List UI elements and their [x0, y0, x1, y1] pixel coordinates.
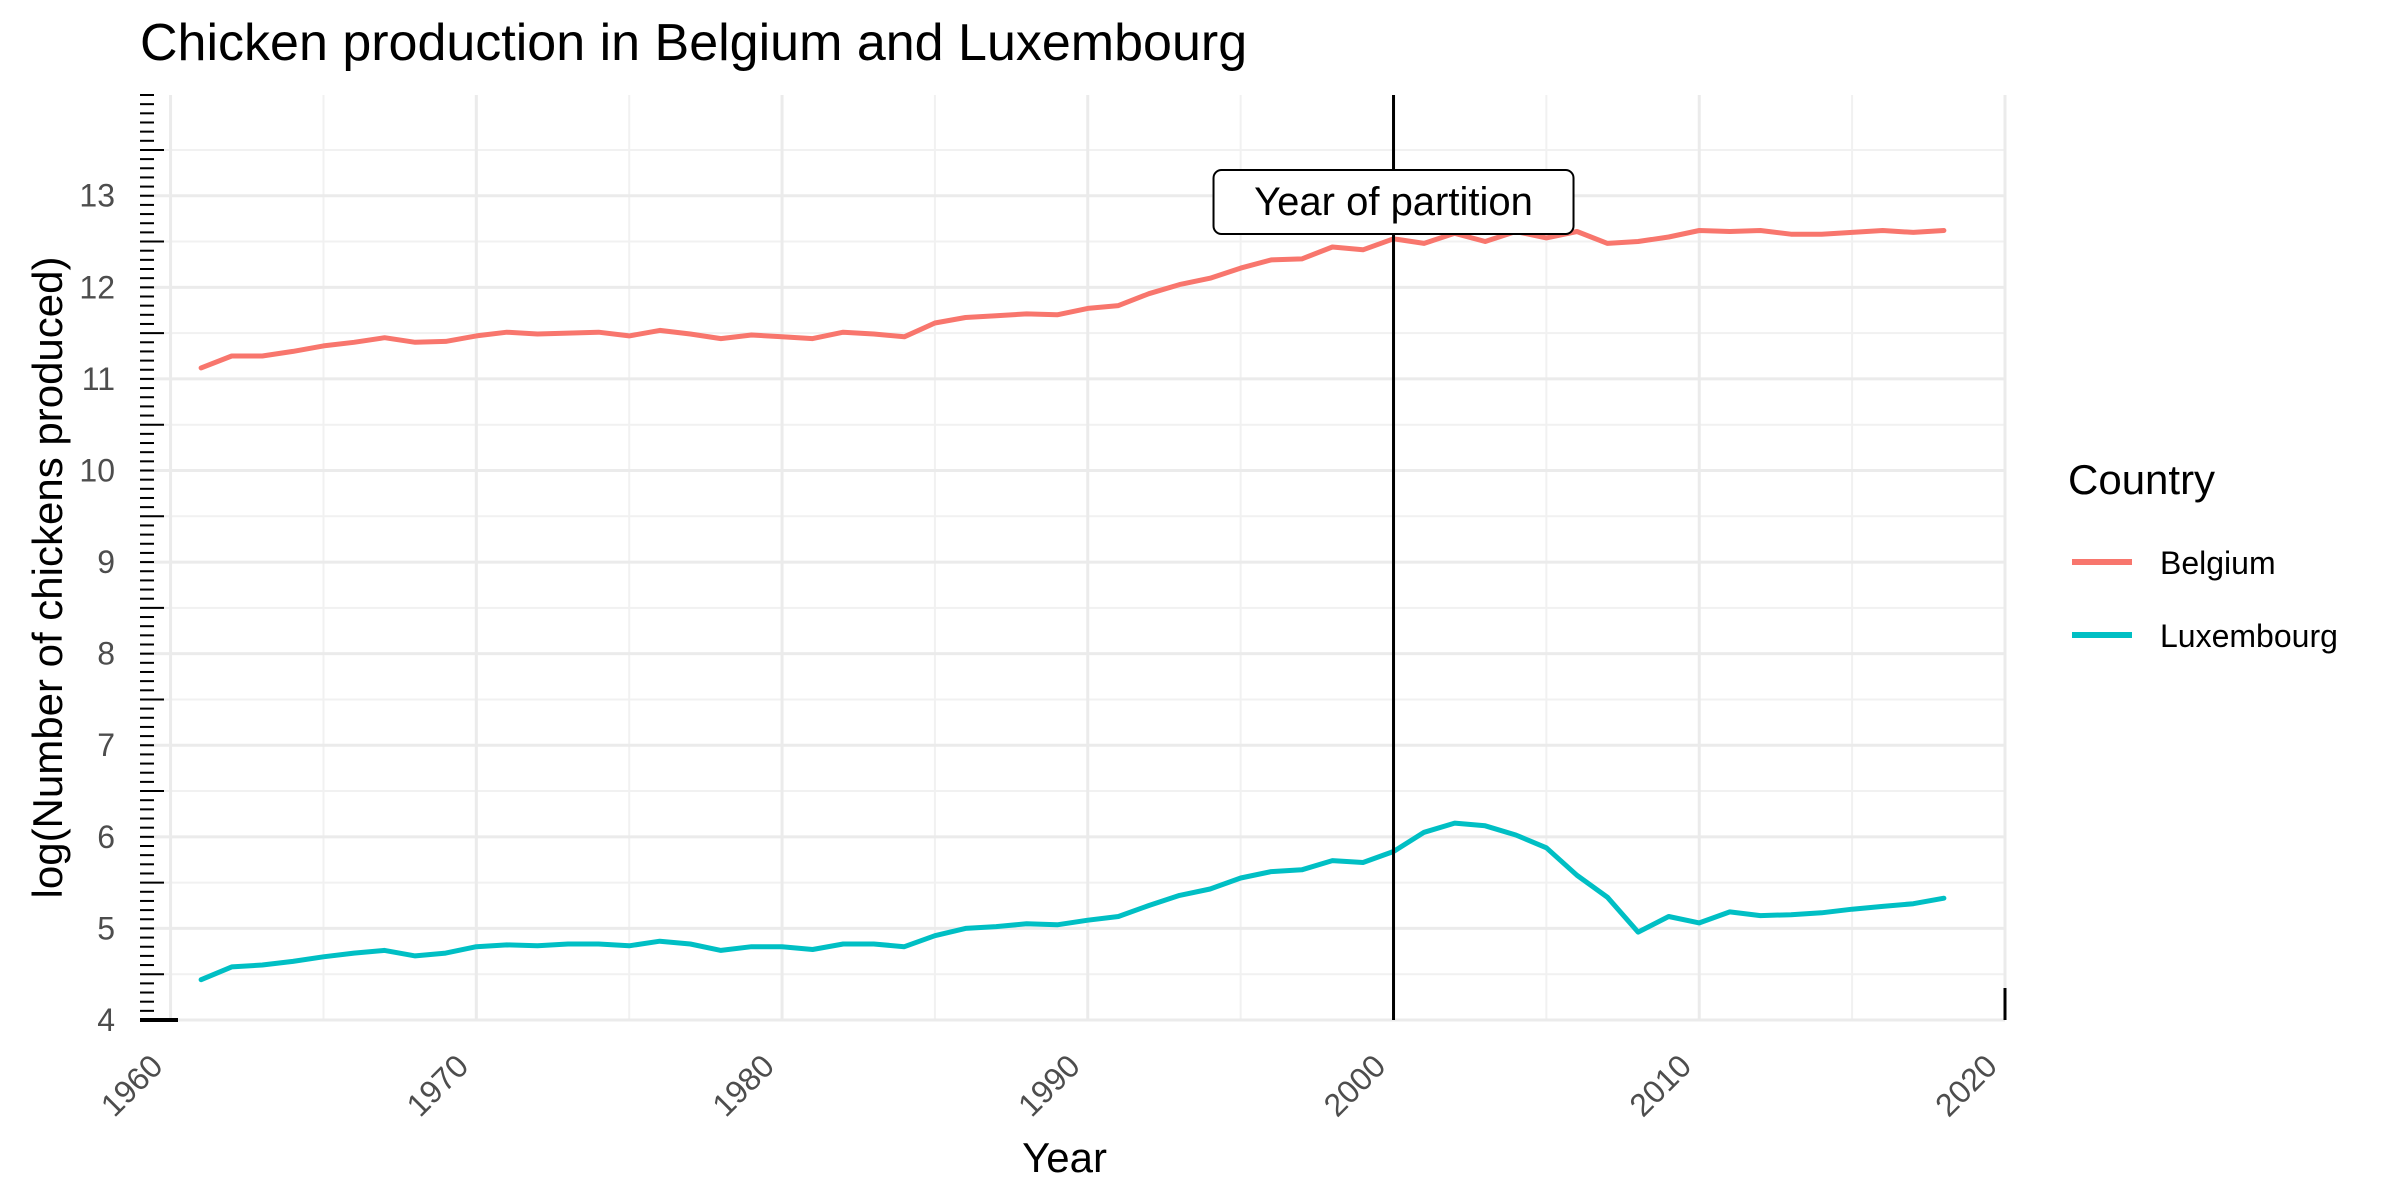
x-tick-label: 1990: [1011, 1047, 1087, 1123]
gridlines: [140, 95, 2007, 1022]
annotation-box: [1212, 169, 1575, 235]
y-tick-label: 6: [97, 819, 115, 855]
y-tick-label: 4: [97, 1002, 115, 1038]
y-tick-label: 11: [82, 361, 115, 397]
y-tick-label: 12: [79, 269, 115, 305]
x-tick-label: 1970: [399, 1047, 475, 1123]
y-tick-label: 8: [97, 636, 115, 672]
series-lines: [198, 228, 1947, 983]
annotation: Year of partition: [1212, 95, 1575, 1020]
legend: Country Belgium Luxembourg: [2068, 456, 2338, 654]
y-tick-label: 13: [79, 178, 115, 214]
legend-title: Country: [2068, 456, 2215, 503]
y-axis-title: log(Number of chickens produced): [24, 257, 71, 899]
chart-title: Chicken production in Belgium and Luxemb…: [140, 14, 1247, 72]
x-tick-label: 1960: [94, 1047, 170, 1123]
y-tick-label: 5: [97, 910, 115, 946]
x-tick-label: 2020: [1928, 1047, 2004, 1123]
y-tick-label: 7: [97, 727, 115, 763]
y-tick-label: 10: [79, 452, 115, 488]
x-tick-label: 2000: [1317, 1047, 1393, 1123]
x-tick-label: 2010: [1622, 1047, 1698, 1123]
annotation-label: Year of partition: [1254, 180, 1533, 224]
y-tick-label: 9: [97, 544, 115, 580]
x-axis-title: Year: [1022, 1134, 1107, 1181]
series-line-luxembourg: [198, 820, 1947, 983]
legend-items: Belgium Luxembourg: [2072, 545, 2338, 654]
x-tick-label: 1980: [705, 1047, 781, 1123]
axes: 1960 1970 1980 1990 2000 2010 2020 4 5 6 7 8 9 10 11 12…: [79, 94, 2007, 1123]
legend-label-luxembourg: Luxembourg: [2160, 618, 2338, 654]
series-line-belgium: [198, 228, 1947, 371]
legend-label-belgium: Belgium: [2160, 545, 2276, 581]
